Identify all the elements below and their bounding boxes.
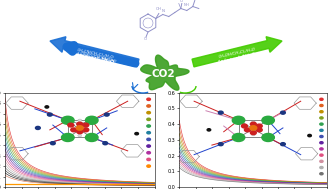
Circle shape xyxy=(147,118,150,121)
Circle shape xyxy=(262,116,274,124)
Circle shape xyxy=(76,126,83,130)
Circle shape xyxy=(320,129,323,131)
Circle shape xyxy=(104,113,109,116)
Circle shape xyxy=(77,130,83,134)
Text: CH₃CN/CH₂Cl₂/H₂O: CH₃CN/CH₂Cl₂/H₂O xyxy=(76,48,114,60)
Polygon shape xyxy=(50,37,139,67)
Circle shape xyxy=(320,167,323,169)
Circle shape xyxy=(86,116,98,124)
Circle shape xyxy=(320,98,323,100)
Circle shape xyxy=(207,129,211,131)
Circle shape xyxy=(251,121,255,123)
Polygon shape xyxy=(192,37,282,67)
Text: N: N xyxy=(161,9,164,12)
Circle shape xyxy=(232,133,245,142)
Circle shape xyxy=(244,128,250,132)
Circle shape xyxy=(147,98,150,100)
Circle shape xyxy=(147,112,150,114)
Circle shape xyxy=(50,142,55,145)
Circle shape xyxy=(147,165,150,167)
Circle shape xyxy=(320,111,323,113)
Circle shape xyxy=(147,125,150,127)
Text: Ln(acac)·2H₂O: Ln(acac)·2H₂O xyxy=(75,53,114,66)
Circle shape xyxy=(135,132,139,135)
Circle shape xyxy=(308,134,311,137)
Circle shape xyxy=(250,122,256,126)
Circle shape xyxy=(256,128,262,132)
Circle shape xyxy=(147,132,150,134)
Circle shape xyxy=(71,128,77,132)
Circle shape xyxy=(218,143,223,146)
Circle shape xyxy=(241,124,247,128)
Text: NH: NH xyxy=(184,4,190,8)
Circle shape xyxy=(281,143,285,146)
Circle shape xyxy=(320,142,323,144)
Text: O: O xyxy=(143,37,146,41)
Text: CH₃CN/CH₂Cl₂/H₂O: CH₃CN/CH₂Cl₂/H₂O xyxy=(80,49,117,61)
Circle shape xyxy=(147,105,150,107)
Circle shape xyxy=(320,117,323,119)
Circle shape xyxy=(147,152,150,154)
Circle shape xyxy=(78,119,82,122)
Circle shape xyxy=(36,126,40,129)
Circle shape xyxy=(62,133,74,142)
Circle shape xyxy=(103,142,108,145)
Circle shape xyxy=(147,158,150,161)
Circle shape xyxy=(147,145,150,147)
Circle shape xyxy=(78,134,82,137)
Text: Ln(acac)·2H₂O: Ln(acac)·2H₂O xyxy=(79,53,118,67)
Circle shape xyxy=(86,133,98,142)
Text: CH₃OH/CH₂Cl₂/H₂O: CH₃OH/CH₂Cl₂/H₂O xyxy=(218,47,256,59)
Polygon shape xyxy=(141,55,189,90)
Circle shape xyxy=(320,154,323,156)
Circle shape xyxy=(68,123,74,127)
Circle shape xyxy=(83,123,89,127)
Circle shape xyxy=(320,105,323,107)
Circle shape xyxy=(320,136,323,138)
Circle shape xyxy=(281,111,285,114)
Text: OH: OH xyxy=(156,8,162,12)
Circle shape xyxy=(45,106,49,108)
Circle shape xyxy=(250,126,257,130)
Circle shape xyxy=(320,173,323,175)
Text: Ln(acac)·2H₂O: Ln(acac)·2H₂O xyxy=(217,53,257,66)
Circle shape xyxy=(320,123,323,125)
Circle shape xyxy=(251,133,255,136)
Circle shape xyxy=(256,124,262,128)
Text: O: O xyxy=(180,0,183,4)
Circle shape xyxy=(62,116,74,124)
Circle shape xyxy=(83,128,89,132)
Circle shape xyxy=(320,160,323,162)
Circle shape xyxy=(250,131,256,135)
Circle shape xyxy=(47,113,52,116)
Circle shape xyxy=(77,122,83,126)
Circle shape xyxy=(232,116,245,124)
Circle shape xyxy=(147,138,150,141)
Circle shape xyxy=(218,111,223,114)
Text: CO2: CO2 xyxy=(151,69,175,79)
Circle shape xyxy=(262,133,274,142)
Circle shape xyxy=(320,148,323,150)
